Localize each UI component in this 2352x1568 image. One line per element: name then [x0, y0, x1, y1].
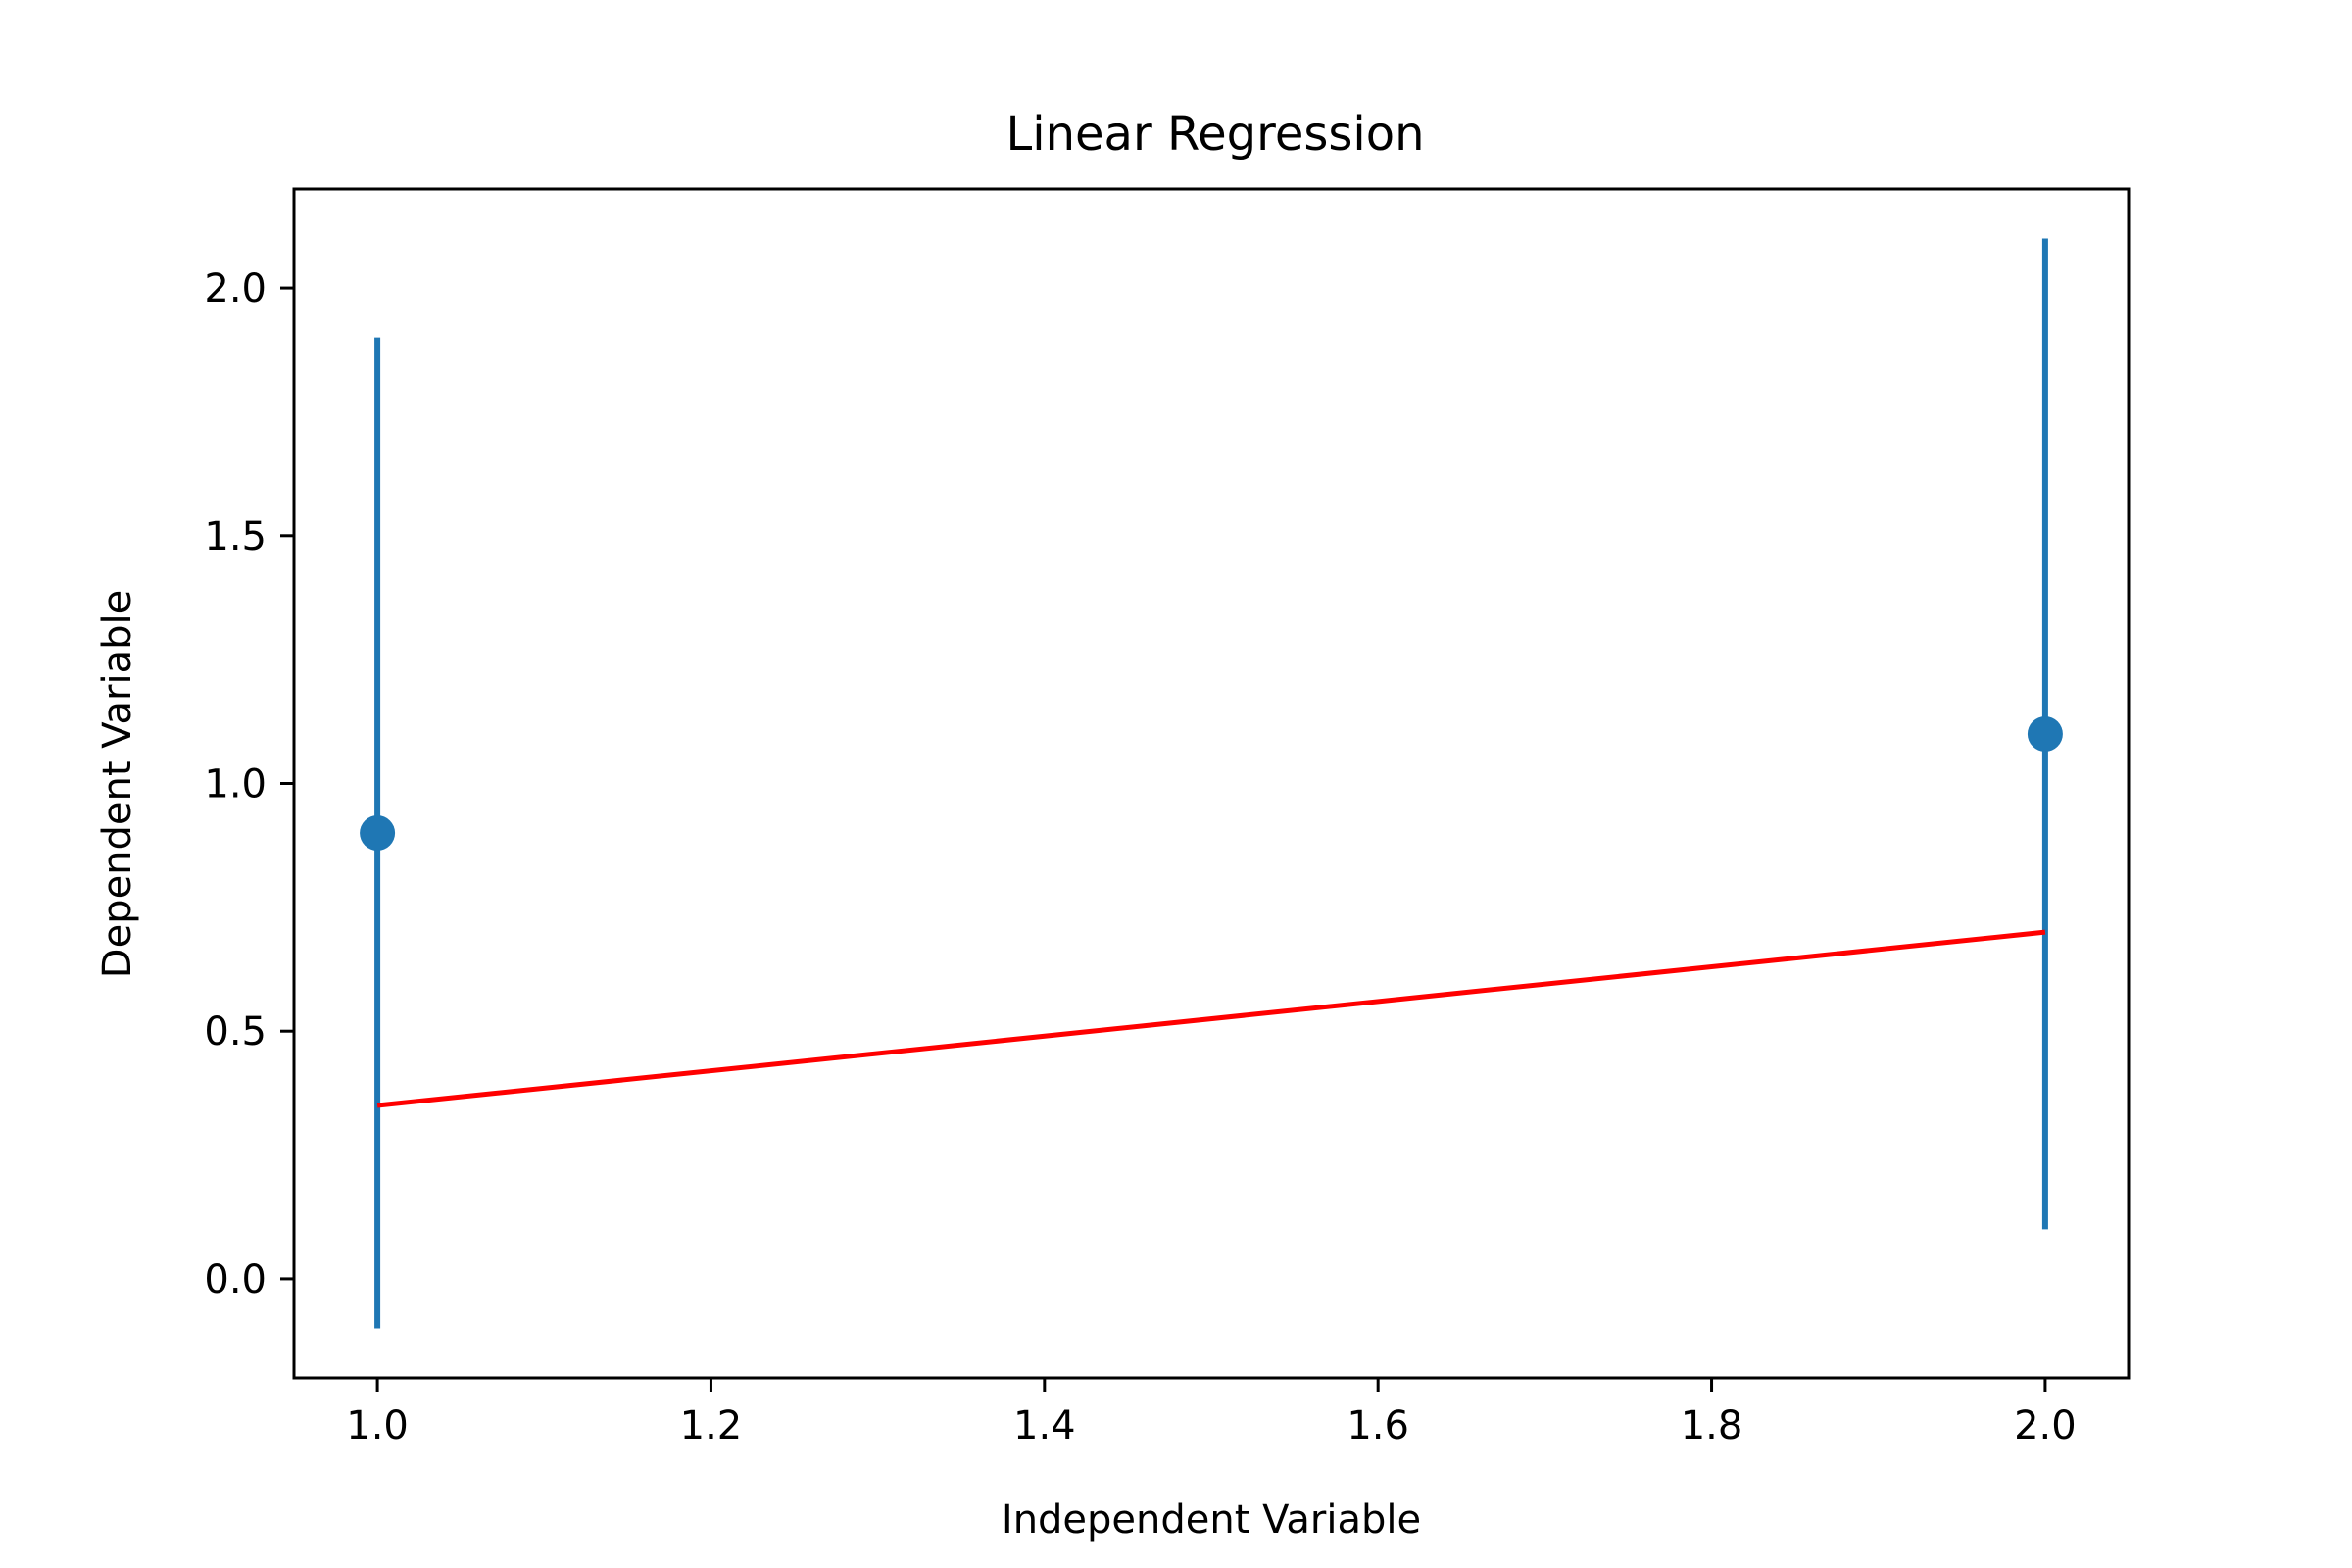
plot-area: [294, 189, 2129, 1378]
y-tick-label: 2.0: [204, 267, 267, 312]
y-axis-label: Dependent Variable: [95, 590, 140, 978]
x-tick-label: 1.4: [1013, 1403, 1076, 1448]
regression-line: [376, 929, 2046, 1108]
y-tick-label: 0.0: [204, 1257, 267, 1302]
x-axis-ticks: 1.0 1.2 1.4 1.6 1.8 2.0: [346, 1378, 2077, 1448]
x-axis-label: Independent Variable: [1002, 1497, 1421, 1543]
x-tick-label: 1.8: [1681, 1403, 1743, 1448]
x-tick-label: 2.0: [2014, 1403, 2077, 1448]
x-tick-label: 1.0: [346, 1403, 409, 1448]
data-point: [360, 815, 396, 852]
y-axis-ticks: 0.0 0.5 1.0 1.5 2.0: [204, 267, 294, 1302]
chart-title: Linear Regression: [1006, 107, 1425, 162]
plot-frame: [292, 187, 2131, 1380]
x-tick-label: 1.2: [680, 1403, 743, 1448]
data-point: [2027, 715, 2063, 752]
data-marks: [360, 238, 2063, 1329]
y-tick-label: 1.0: [204, 762, 267, 808]
y-tick-label: 0.5: [204, 1009, 267, 1054]
y-tick-label: 1.5: [204, 514, 267, 560]
x-tick-label: 1.6: [1347, 1403, 1409, 1448]
